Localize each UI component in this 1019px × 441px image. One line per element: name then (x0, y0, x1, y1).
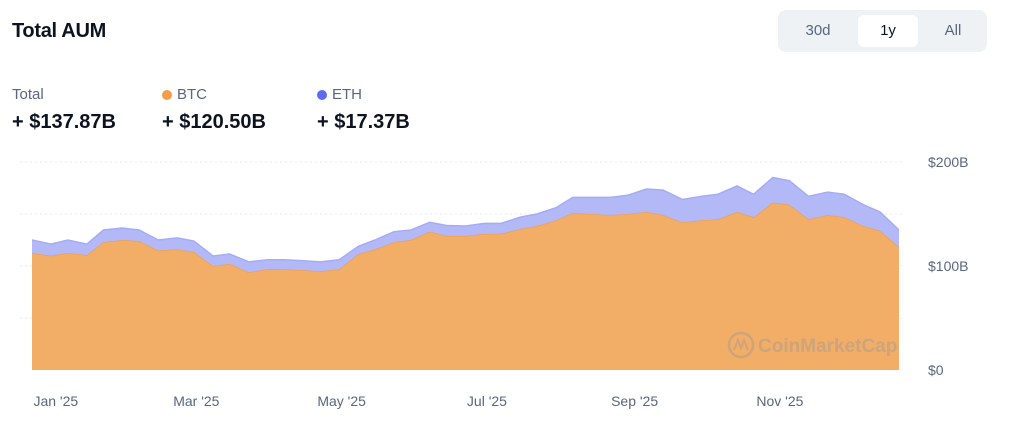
total-stat: Total + $137.87B (12, 86, 116, 134)
eth-stat: ETH + $17.37B (317, 86, 410, 134)
range-30d-button[interactable]: 30d (805, 22, 831, 39)
page-title: Total AUM (12, 20, 106, 42)
btc-value: + $120.50B (162, 111, 266, 133)
y-tick-label: $100B (928, 258, 968, 274)
eth-area (32, 177, 899, 273)
coinmarketcap-watermark: CoinMarketCap (727, 331, 897, 359)
btc-area (32, 202, 899, 370)
x-tick-label: Nov '25 (756, 393, 803, 409)
x-tick-label: May '25 (317, 393, 366, 409)
eth-line (31, 176, 900, 263)
range-1y-button[interactable]: 1y (858, 15, 918, 47)
eth-label: ETH (332, 86, 362, 103)
x-tick-label: Jan '25 (33, 393, 78, 409)
x-tick-label: Jul '25 (467, 393, 507, 409)
x-tick-label: Sep '25 (611, 393, 658, 409)
range-selector: 30d 1y All (778, 10, 987, 52)
y-tick-label: $200B (928, 154, 968, 170)
coinmarketcap-logo-icon (727, 331, 755, 359)
watermark-text: CoinMarketCap (758, 336, 897, 357)
range-all-button[interactable]: All (944, 22, 962, 39)
y-tick-label: $0 (928, 362, 944, 378)
eth-legend-dot (317, 89, 327, 100)
eth-value: + $17.37B (317, 111, 410, 133)
x-tick-label: Mar '25 (173, 393, 219, 409)
btc-stat: BTC + $120.50B (162, 86, 266, 134)
total-value: + $137.87B (12, 111, 116, 133)
btc-legend-dot (162, 89, 172, 100)
total-label: Total (12, 86, 44, 103)
btc-label: BTC (177, 86, 207, 103)
